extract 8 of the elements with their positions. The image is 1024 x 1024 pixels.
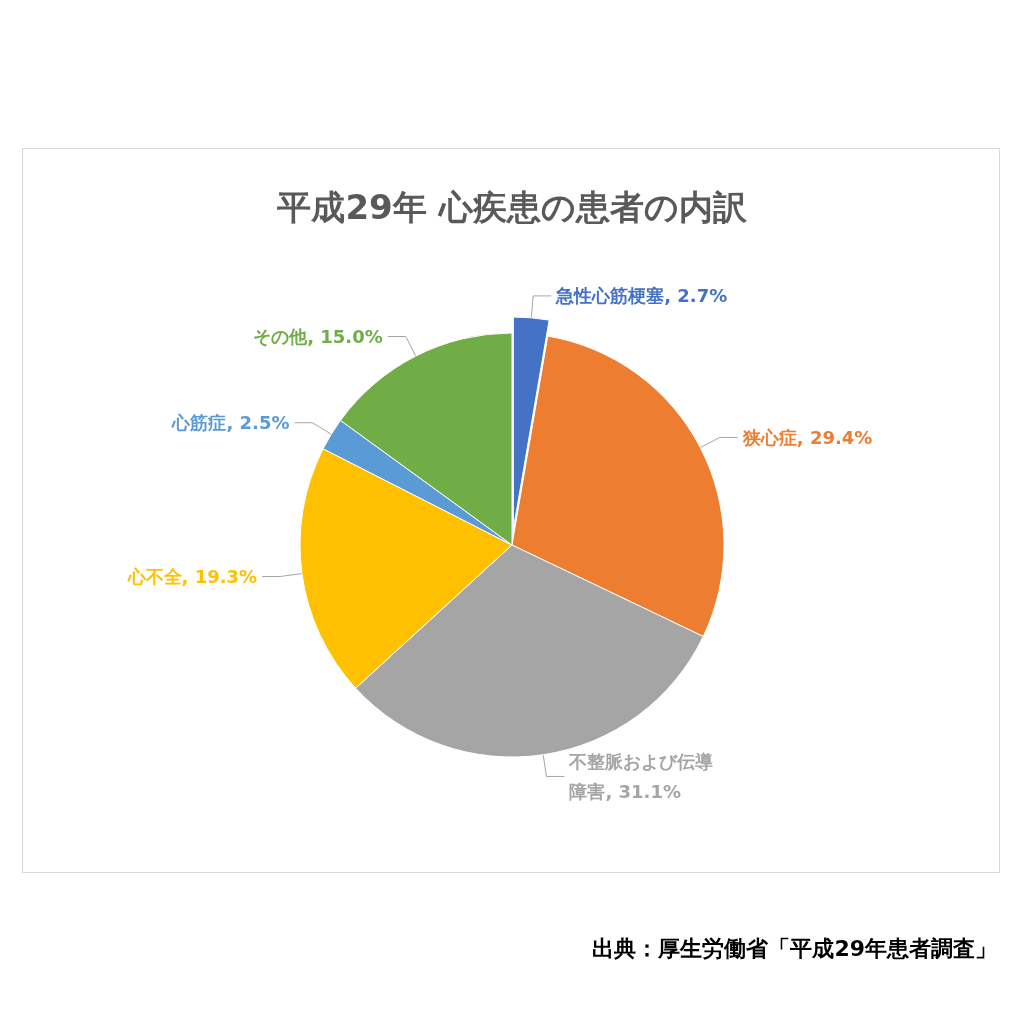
slice-label: 心不全, 19.3% <box>126 566 258 588</box>
slice-label: 不整脈および伝導障害, 31.1% <box>568 750 714 802</box>
slice-label: 心筋症, 2.5% <box>171 412 290 434</box>
chart-title: 平成29年 心疾患の患者の内訳 <box>276 187 748 227</box>
slice-label: その他, 15.0% <box>253 326 383 347</box>
source-note: 出典：厚生労働省「平成29年患者調査」 <box>592 935 998 961</box>
slice-label: 狭心症, 29.4% <box>741 426 873 448</box>
slice-label: 急性心筋梗塞, 2.7% <box>555 285 728 307</box>
